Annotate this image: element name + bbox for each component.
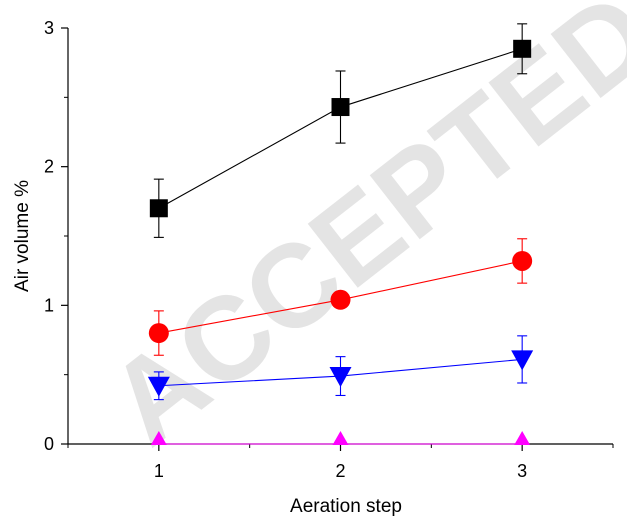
y-tick-label: 0 — [44, 434, 54, 454]
watermark: ACCEPTED MANUSCRIPT — [85, 0, 627, 470]
data-point — [332, 431, 349, 445]
data-point — [147, 376, 170, 397]
series-triangle-down — [147, 335, 534, 401]
data-point — [330, 289, 351, 310]
data-point — [512, 250, 533, 271]
x-tick-label: 3 — [517, 461, 527, 481]
data-point — [150, 431, 167, 445]
data-point — [329, 367, 352, 388]
series-circle — [148, 238, 533, 356]
y-tick-label: 2 — [44, 157, 54, 177]
y-tick-label: 3 — [44, 18, 54, 38]
series-triangle-up — [150, 431, 531, 445]
data-point — [149, 199, 168, 218]
series-layer — [147, 23, 534, 445]
x-axis-title: Aeration step — [290, 496, 402, 517]
data-point — [511, 350, 534, 371]
series-square — [149, 23, 532, 238]
data-point — [331, 98, 350, 117]
data-point — [513, 39, 532, 58]
y-axis-title: Air volume % — [12, 180, 33, 292]
x-tick-label: 2 — [335, 461, 345, 481]
x-tick-label: 1 — [154, 461, 164, 481]
data-point — [148, 323, 169, 344]
data-point — [514, 431, 531, 445]
y-tick-label: 1 — [44, 295, 54, 315]
